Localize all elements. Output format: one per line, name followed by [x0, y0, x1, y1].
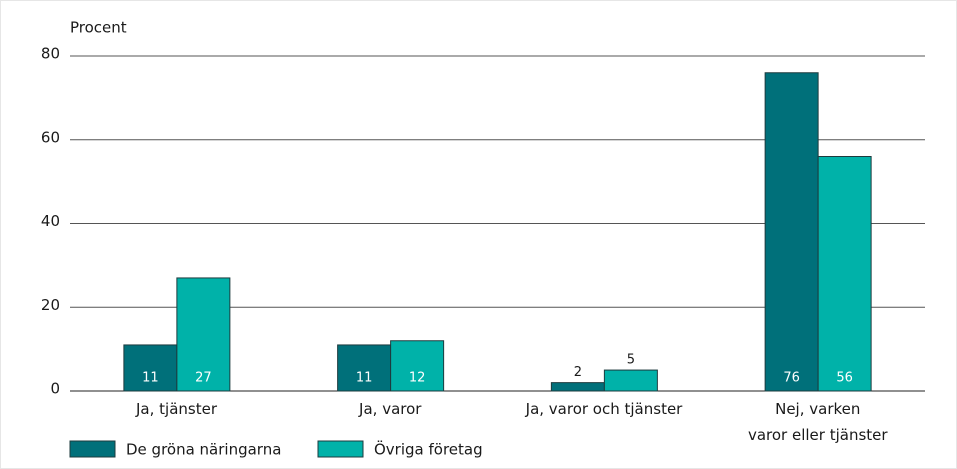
- x-tick-label: Ja, tjänster: [136, 400, 217, 418]
- x-tick-label: Ja, varor: [359, 400, 422, 418]
- legend-label: Övriga företag: [374, 440, 483, 459]
- y-tick-label: 80: [41, 45, 60, 63]
- legend-label: De gröna näringarna: [126, 441, 281, 459]
- bar: [764, 72, 819, 392]
- data-label: 2: [574, 365, 582, 380]
- y-axis-label: Procent: [70, 19, 127, 37]
- y-tick-label: 20: [41, 296, 60, 314]
- bar: [603, 369, 658, 392]
- legend-swatch: [69, 440, 116, 458]
- y-tick-label: 60: [41, 128, 60, 146]
- data-label: 76: [783, 371, 800, 386]
- data-label: 5: [627, 353, 635, 368]
- legend-swatch: [317, 440, 364, 458]
- x-tick-label: Nej, varken varor eller tjänster: [747, 400, 888, 444]
- bar: [550, 382, 605, 392]
- bar: [176, 277, 231, 392]
- data-label: 12: [409, 371, 426, 386]
- x-tick-label: Ja, varor och tjänster: [525, 400, 683, 418]
- y-tick-label: 0: [50, 380, 60, 398]
- data-label: 11: [142, 371, 159, 386]
- bar: [817, 156, 872, 392]
- data-label: 56: [836, 371, 853, 386]
- y-tick-label: 40: [41, 212, 60, 230]
- data-label: 27: [195, 371, 212, 386]
- data-label: 11: [356, 371, 373, 386]
- bar: [390, 340, 445, 392]
